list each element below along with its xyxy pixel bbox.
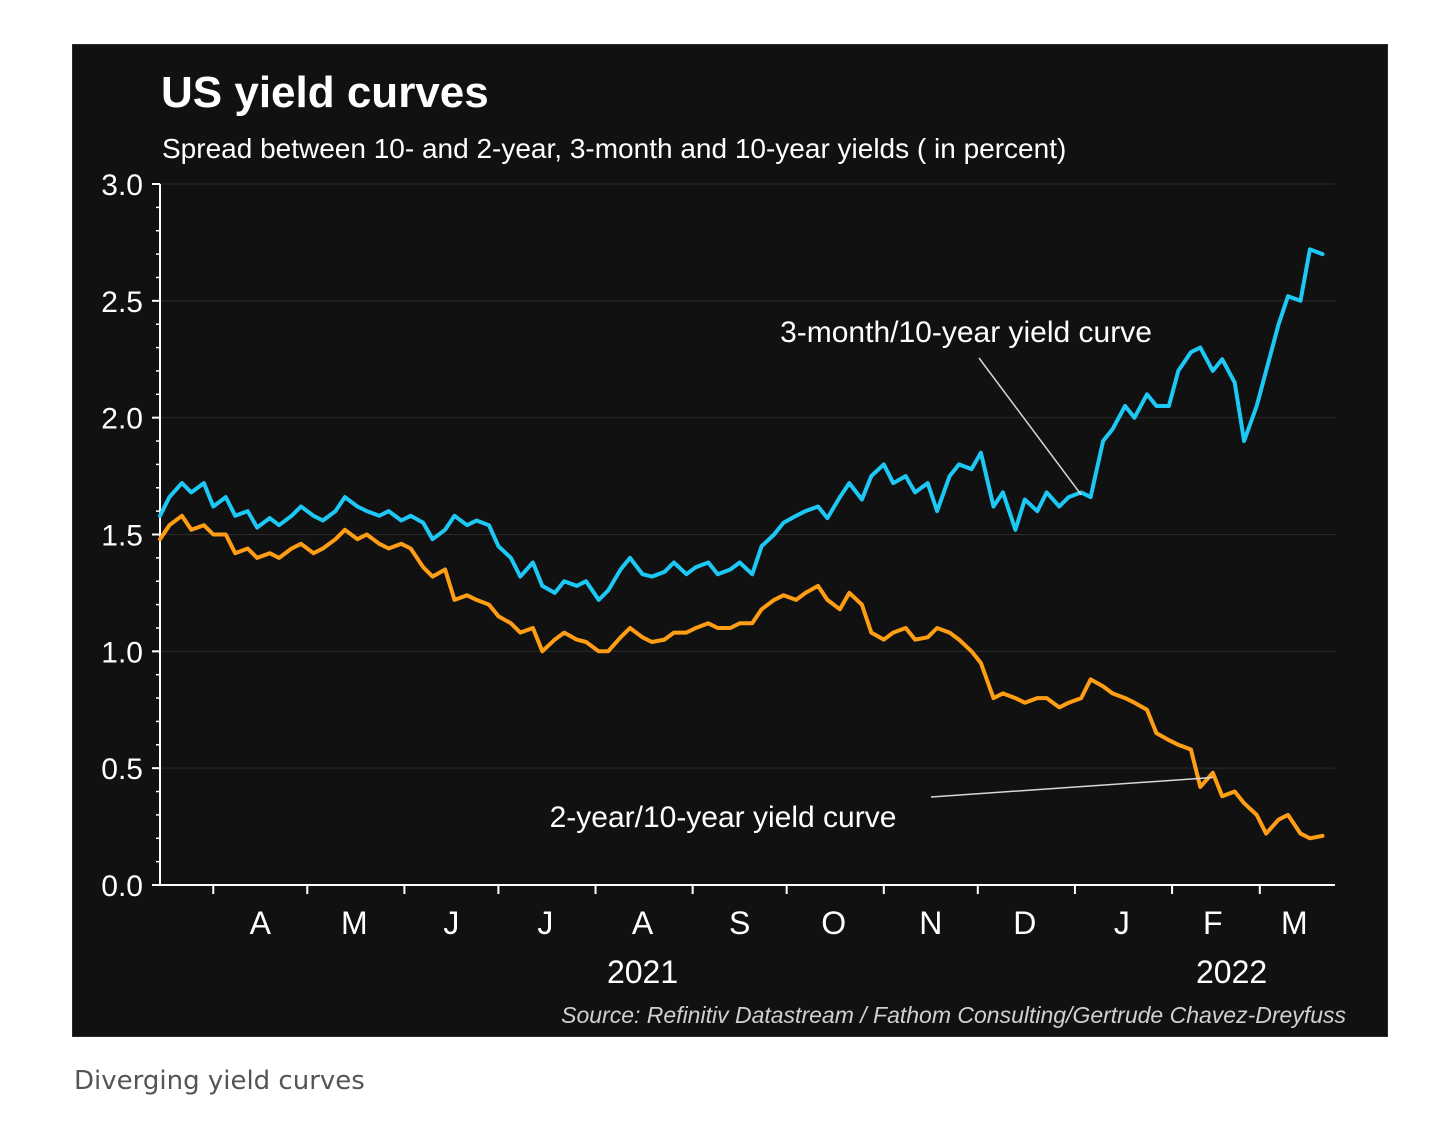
axes: 0.0 0.5 1.0 1.5 2.0 2.5 3.0 A M J J A S O N D J F M 2021 202… bbox=[101, 169, 1335, 990]
series-line-2y10y bbox=[158, 513, 1325, 841]
y-tick-label: 2.5 bbox=[101, 286, 143, 319]
x-month-label: S bbox=[729, 905, 750, 941]
yield-curve-chart: US yield curves Spread between 10- and 2… bbox=[101, 68, 1346, 1028]
annotation-leader-line bbox=[978, 357, 1082, 496]
x-month-label: D bbox=[1013, 905, 1036, 941]
x-year-label: 2021 bbox=[607, 954, 678, 990]
x-month-label: J bbox=[1114, 905, 1130, 941]
series-line-3m10y bbox=[158, 247, 1325, 602]
x-month-label: N bbox=[919, 905, 942, 941]
y-tick-label: 3.0 bbox=[101, 169, 143, 202]
x-month-label: F bbox=[1203, 905, 1223, 941]
series-lines bbox=[158, 247, 1325, 841]
chart-panel: US yield curves Spread between 10- and 2… bbox=[73, 45, 1387, 1036]
y-tick-label: 0.0 bbox=[101, 870, 143, 903]
annotations: 3-month/10-year yield curve 2-year/10-yea… bbox=[550, 316, 1213, 834]
figure-caption: Diverging yield curves bbox=[74, 1066, 365, 1096]
x-month-label: A bbox=[250, 905, 272, 941]
x-month-label: A bbox=[632, 905, 654, 941]
y-tick-label: 2.0 bbox=[101, 403, 143, 436]
annotation-leader-line bbox=[930, 776, 1213, 798]
x-year-label: 2022 bbox=[1196, 954, 1267, 990]
x-month-label: J bbox=[537, 905, 553, 941]
chart-title: US yield curves bbox=[161, 68, 489, 117]
annotation-label: 3-month/10-year yield curve bbox=[780, 316, 1152, 349]
grid-lines bbox=[160, 183, 1335, 886]
source-note: Source: Refinitiv Datastream / Fathom Co… bbox=[561, 1002, 1346, 1028]
x-month-label: O bbox=[821, 905, 846, 941]
x-month-label: M bbox=[1281, 905, 1308, 941]
y-tick-label: 1.5 bbox=[101, 520, 143, 553]
y-tick-label: 1.0 bbox=[101, 636, 143, 669]
x-month-label: J bbox=[443, 905, 459, 941]
y-tick-label: 0.5 bbox=[101, 753, 143, 786]
chart-subtitle: Spread between 10- and 2-year, 3-month a… bbox=[162, 133, 1066, 164]
annotation-label: 2-year/10-year yield curve bbox=[550, 801, 897, 834]
x-month-label: M bbox=[341, 905, 368, 941]
